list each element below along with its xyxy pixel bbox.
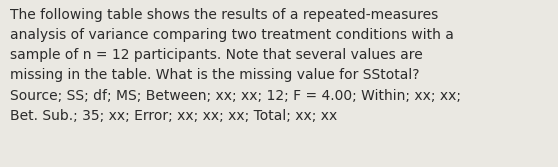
Text: The following table shows the results of a repeated-measures
analysis of varianc: The following table shows the results of… — [10, 8, 461, 123]
